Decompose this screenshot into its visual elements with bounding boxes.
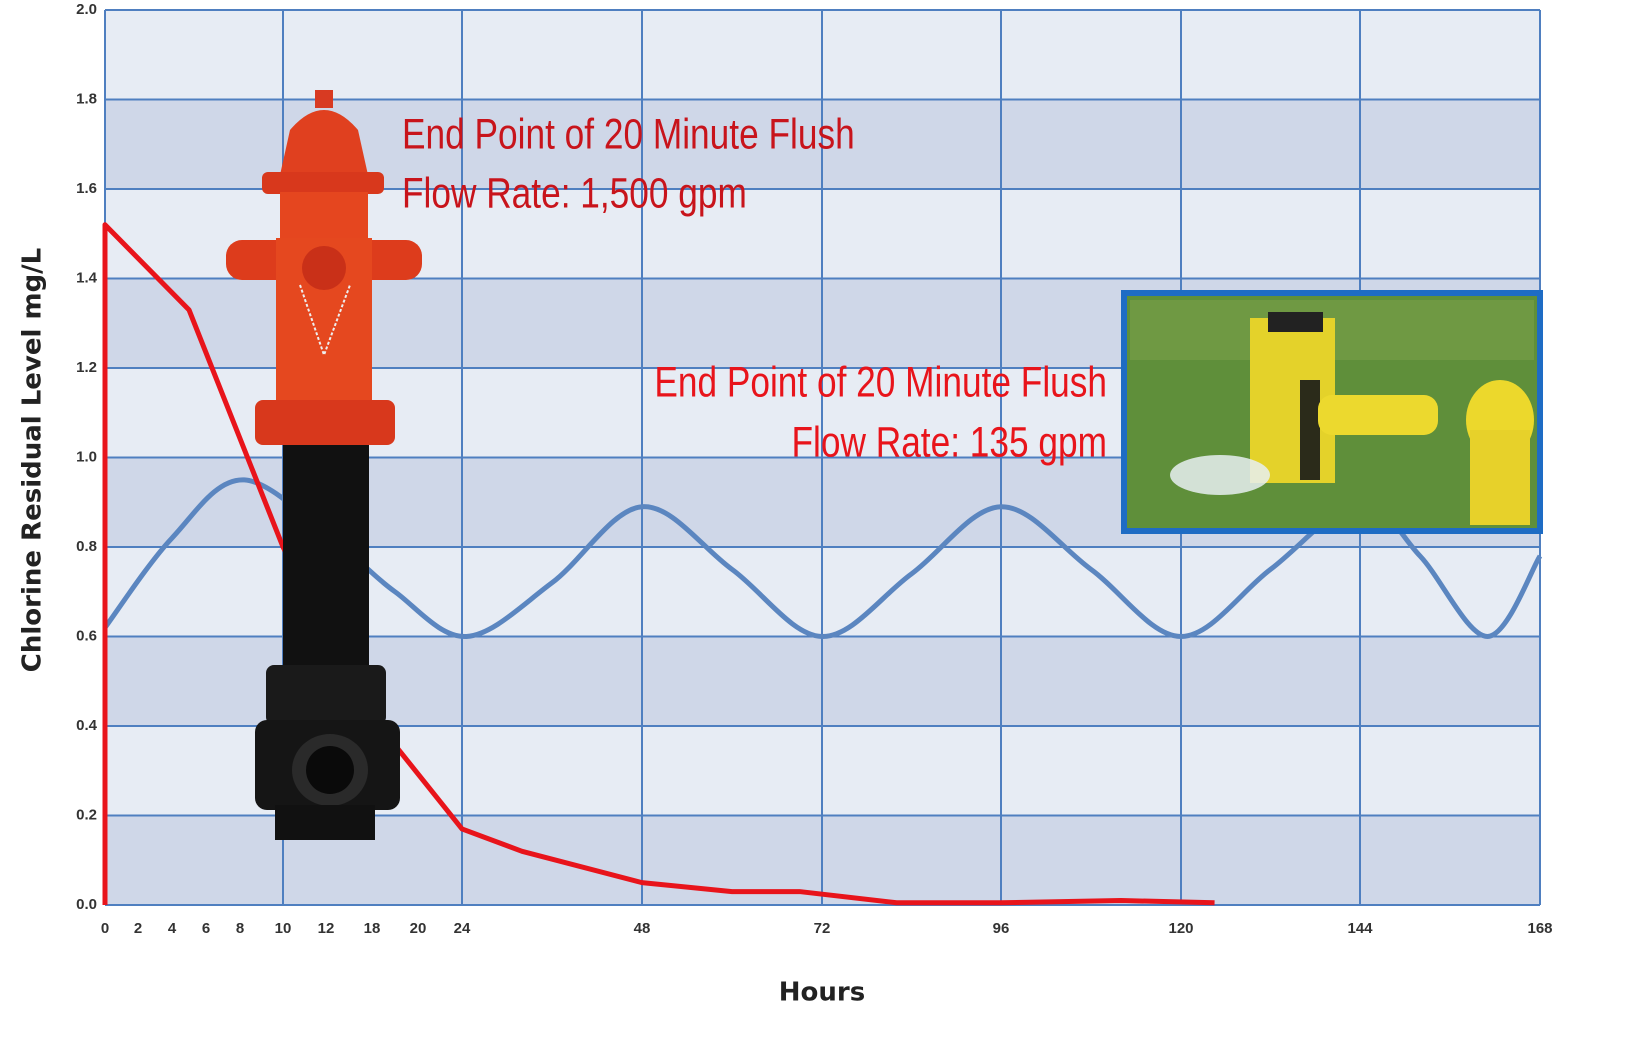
y-tick-label: 0.8 xyxy=(76,538,97,555)
y-tick-label: 1.2 xyxy=(76,359,97,376)
y-tick-label: 0.0 xyxy=(76,896,97,913)
x-tick-label: 72 xyxy=(814,920,831,937)
x-tick-label: 144 xyxy=(1347,920,1373,937)
y-tick-label: 0.4 xyxy=(76,717,98,734)
x-tick-label: 18 xyxy=(364,920,381,937)
x-tick-label: 24 xyxy=(454,920,471,937)
y-tick-label: 1.4 xyxy=(76,269,98,286)
x-tick-label: 10 xyxy=(275,920,292,937)
annotation: Flow Rate: 1,500 gpm xyxy=(402,169,747,217)
y-tick-label: 0.6 xyxy=(76,627,97,644)
x-tick-label: 4 xyxy=(168,920,177,937)
x-axis-title: Hours xyxy=(779,978,865,1008)
x-tick-label: 168 xyxy=(1527,920,1552,937)
chart: Hours Chlorine Residual Level mg/L 0.0 0.… xyxy=(0,0,1652,1051)
annotation: End Point of 20 Minute Flush xyxy=(402,110,855,158)
y-tick-label: 1.8 xyxy=(76,90,97,107)
x-tick-label: 12 xyxy=(318,920,335,937)
x-tick-label: 120 xyxy=(1168,920,1193,937)
y-axis-title: Chlorine Residual Level mg/L xyxy=(18,248,48,672)
y-tick-label: 1.0 xyxy=(76,448,97,465)
x-tick-label: 48 xyxy=(634,920,651,937)
y-tick-label: 2.0 xyxy=(76,1,97,18)
x-tick-label: 2 xyxy=(134,920,142,937)
x-tick-label: 8 xyxy=(236,920,244,937)
photo-inset xyxy=(1124,293,1540,531)
y-tick-label: 0.2 xyxy=(76,806,97,823)
x-tick-label: 6 xyxy=(202,920,210,937)
y-tick-label: 1.6 xyxy=(76,180,97,197)
annotation: End Point of 20 Minute Flush xyxy=(654,358,1107,406)
annotation: Flow Rate: 135 gpm xyxy=(792,418,1107,466)
x-tick-label: 20 xyxy=(410,920,427,937)
x-tick-label: 0 xyxy=(101,920,109,937)
x-tick-label: 96 xyxy=(993,920,1010,937)
